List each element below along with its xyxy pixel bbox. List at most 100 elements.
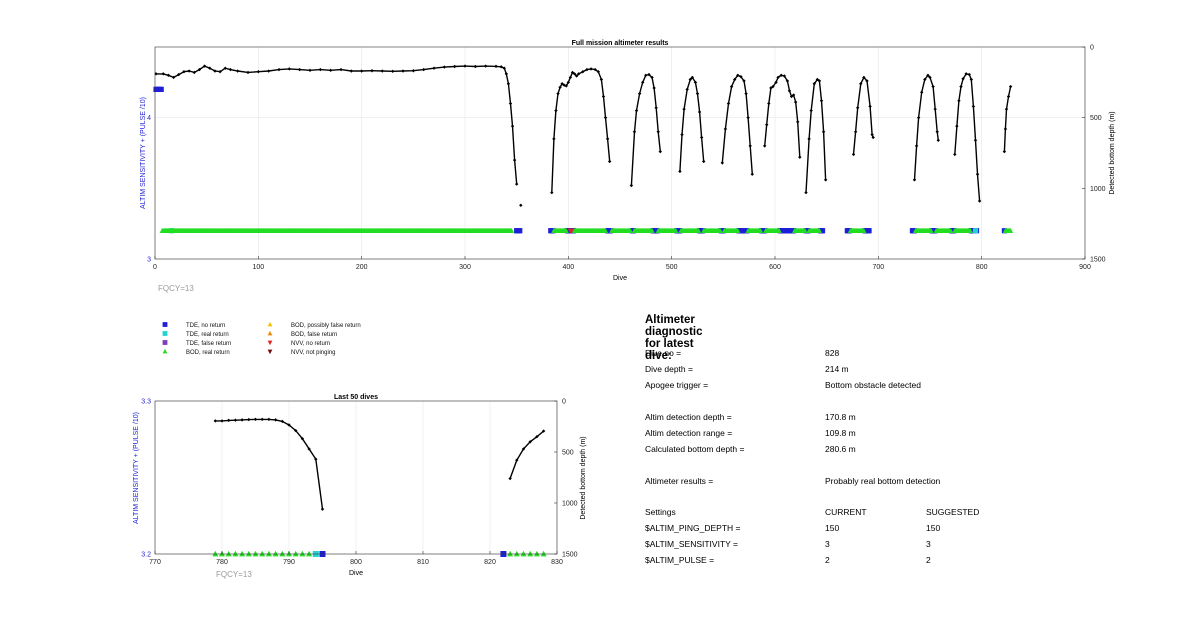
bod-real-return-marker xyxy=(735,227,741,233)
bottom-depth-point xyxy=(297,67,302,72)
bottom-depth-point xyxy=(535,435,539,439)
bottom-depth-point xyxy=(750,172,754,176)
legend-marker xyxy=(267,349,273,355)
bottom-depth-point xyxy=(812,82,816,86)
bottom-depth-line-segment xyxy=(721,74,753,175)
bod-real-return-marker xyxy=(540,550,547,557)
bottom-depth-point xyxy=(953,152,957,157)
bod-real-return-marker xyxy=(265,550,272,557)
bottom-depth-point xyxy=(702,159,706,164)
bottom-depth-point xyxy=(697,110,702,114)
nvv-no-return-marker xyxy=(568,228,575,234)
bod-real-return-marker xyxy=(948,227,954,233)
x-tick-label: 300 xyxy=(459,264,471,271)
bottom-depth-point xyxy=(865,79,869,83)
full-mission-chart: Full mission altimeter results 0 100 200 30… xyxy=(140,40,1116,293)
sensitivity-suggested: 3 xyxy=(926,539,931,549)
bottom-depth-point xyxy=(502,66,506,70)
altim-detection-range-label: Altim detection range = xyxy=(645,428,733,438)
bottom-depth-point xyxy=(868,104,872,109)
bottom-depth-point xyxy=(228,67,233,72)
bottom-depth-point xyxy=(647,72,651,77)
legend-label: BOD, false return xyxy=(291,332,337,338)
bottom-depth-point xyxy=(240,418,244,422)
bottom-depth-point xyxy=(349,69,354,73)
bottom-fqcy-label: FQCY=13 xyxy=(216,570,252,579)
bottom-depth-point xyxy=(593,67,597,72)
bottom-depth-point xyxy=(233,418,238,422)
bottom-depth-point xyxy=(819,99,824,103)
altimeter-results-label: Altimeter results = xyxy=(645,476,714,486)
bod-real-return-marker xyxy=(239,550,246,557)
ping-depth-current: 150 xyxy=(825,523,840,533)
bottom-depth-point xyxy=(521,447,526,451)
bottom-depth-point xyxy=(912,178,917,182)
legend-entry: BOD, real return xyxy=(162,348,230,356)
legend-entry: NVV, no return xyxy=(267,340,330,347)
bottom-depth-point xyxy=(246,70,250,75)
bod-real-return-marker xyxy=(507,550,514,557)
bottom-depth-point xyxy=(550,190,554,195)
bottom-depth-point xyxy=(603,115,608,120)
bottom-depth-point xyxy=(723,127,728,131)
tde-no-return-marker xyxy=(866,228,872,234)
legend-label: NVV, no return xyxy=(291,341,330,347)
bottom-depth-point xyxy=(161,72,165,76)
bod-real-return-marker xyxy=(212,550,219,557)
bottom-depth-point xyxy=(870,132,874,137)
top-y-right-ticks: 0 500 1000 1500 xyxy=(1082,45,1106,264)
bottom-depth-point xyxy=(560,82,564,86)
bod-real-return-marker xyxy=(861,227,867,233)
bottom-depth-point xyxy=(680,132,684,137)
apogee-trigger-label: Apogee trigger = xyxy=(645,380,709,390)
ping-depth-suggested: 150 xyxy=(926,523,941,533)
bottom-depth-point xyxy=(789,94,794,99)
bottom-depth-line xyxy=(213,417,546,511)
bottom-depth-point xyxy=(519,203,523,207)
bod-real-return-marker xyxy=(259,550,266,557)
bottom-depth-point xyxy=(421,67,426,72)
bottom-depth-point xyxy=(515,458,519,462)
bottom-depth-point xyxy=(793,100,798,104)
bottom-depth-point xyxy=(774,80,778,85)
bottom-depth-point xyxy=(187,69,191,73)
bottom-depth-point xyxy=(1003,127,1008,131)
bottom-depth-point xyxy=(744,91,748,96)
dive-no-value: 828 xyxy=(825,348,840,358)
x-tick-label: 770 xyxy=(149,559,161,566)
bottom-depth-point xyxy=(817,79,822,83)
legend: TDE, no return TDE, real return TDE, false… xyxy=(162,321,361,356)
sensitivity-label: $ALTIM_SENSITIVITY = xyxy=(645,539,738,549)
x-tick-label: 100 xyxy=(252,264,264,271)
legend-marker xyxy=(162,322,168,327)
y-right-tick-label: 1500 xyxy=(562,552,578,559)
bod-real-return-marker xyxy=(252,550,259,557)
legend-marker xyxy=(162,331,168,336)
x-tick-label: 200 xyxy=(356,264,368,271)
bottom-depth-point xyxy=(779,73,783,77)
legend-label: NVV, not pinging xyxy=(291,350,335,356)
bottom-depth-point xyxy=(682,107,686,111)
legend-entry: BOD, possibly false return xyxy=(267,321,361,329)
legend-marker xyxy=(267,321,273,327)
bottom-depth-point xyxy=(785,79,790,83)
x-tick-label: 0 xyxy=(153,264,157,271)
bod-real-return-marker xyxy=(279,550,286,557)
bottom-depth-line-segment xyxy=(509,430,545,479)
bottom-depth-point xyxy=(933,107,937,111)
bottom-y-left-ticks: 3.2 3.3 xyxy=(141,399,151,559)
bottom-depth-point xyxy=(504,72,509,76)
bod-real-return-marker xyxy=(802,227,808,233)
top-y-left-ticks: 34 xyxy=(147,115,151,263)
bottom-depth-line-segment xyxy=(630,73,661,186)
bottom-depth-point xyxy=(473,64,478,69)
bod-real-return-marker xyxy=(776,227,782,233)
bottom-depth-point xyxy=(632,130,637,134)
legend-entry: NVV, not pinging xyxy=(267,349,335,356)
legend-label: BOD, possibly false return xyxy=(291,323,361,329)
pulse-current: 2 xyxy=(825,555,830,565)
top-plot-frame xyxy=(154,46,1086,260)
bod-real-return-marker xyxy=(299,550,306,557)
x-tick-label: 790 xyxy=(283,559,295,566)
